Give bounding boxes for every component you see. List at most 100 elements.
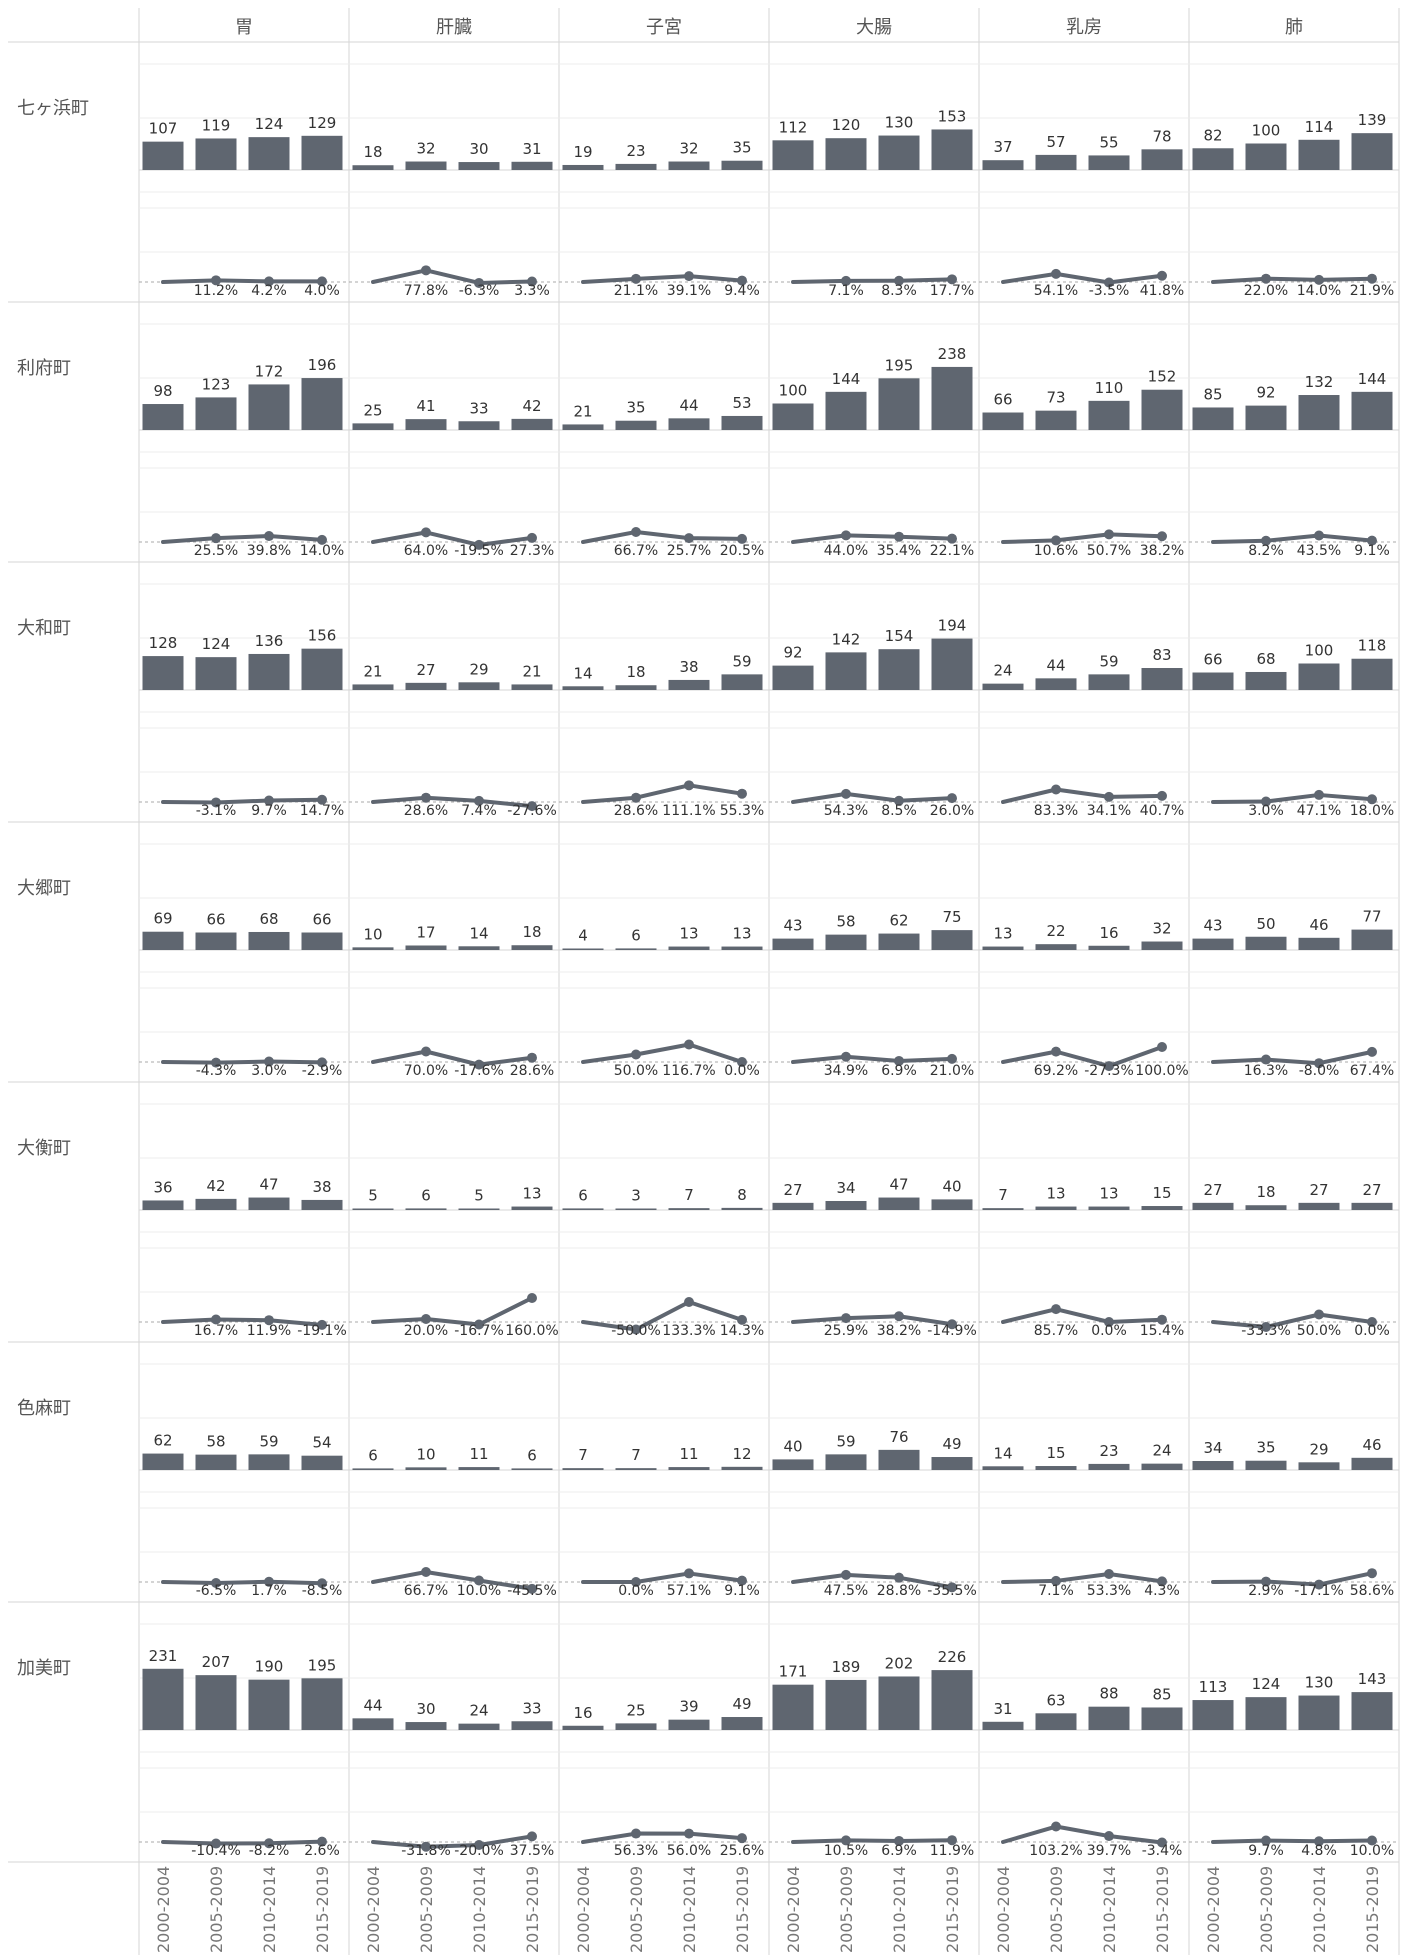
count-label: 78 — [1152, 127, 1171, 145]
pct-change-label: -16.7% — [454, 1323, 504, 1339]
pct-change-point — [264, 1056, 274, 1067]
pct-change-label: 57.1% — [667, 1583, 711, 1599]
count-bar — [195, 1454, 237, 1470]
count-label: 36 — [153, 1178, 172, 1196]
period-label: 2010-2014 — [680, 1866, 699, 1953]
count-bar — [615, 1468, 657, 1470]
count-bar — [772, 403, 814, 430]
pct-change-point — [474, 277, 484, 288]
count-bar — [1141, 149, 1183, 170]
count-bar — [825, 1679, 867, 1730]
count-label: 6 — [368, 1446, 378, 1464]
count-label: 16 — [1099, 924, 1118, 942]
count-bar — [1351, 1457, 1393, 1470]
count-bar — [1088, 1206, 1130, 1210]
pct-change-label: 100.0% — [1135, 1063, 1188, 1079]
period-label: 2000-2004 — [994, 1866, 1013, 1953]
count-bar — [982, 946, 1024, 950]
pct-change-label: 7.4% — [461, 803, 497, 819]
pct-change-label: 3.0% — [251, 1063, 287, 1079]
pct-change-point — [264, 1315, 274, 1326]
count-bar — [195, 1675, 237, 1730]
count-bar — [1351, 133, 1393, 170]
pct-change-point — [474, 1319, 484, 1330]
count-label: 21 — [573, 402, 592, 420]
count-label: 7 — [631, 1446, 641, 1464]
count-bar — [562, 948, 604, 950]
count-label: 15 — [1152, 1184, 1171, 1202]
pct-change-line — [1001, 532, 1164, 544]
count-bar — [142, 1453, 184, 1470]
count-label: 14 — [573, 664, 592, 682]
pct-change-label: -8.5% — [302, 1583, 343, 1599]
count-bar — [982, 1721, 1024, 1730]
pct-change-point — [317, 1057, 327, 1068]
count-bar — [562, 1208, 604, 1210]
count-label: 143 — [1358, 1670, 1387, 1688]
pct-change-line — [1001, 1824, 1164, 1845]
pct-change-label: 9.4% — [724, 283, 760, 299]
count-bar — [562, 1725, 604, 1730]
pct-change-label: 56.3% — [614, 1843, 658, 1859]
count-label: 132 — [1305, 373, 1334, 391]
pct-change-label: -33.3% — [1241, 1323, 1291, 1339]
count-bar — [301, 1678, 343, 1730]
count-bar — [615, 1723, 657, 1730]
count-bar — [1351, 1692, 1393, 1730]
count-bar — [352, 165, 394, 170]
count-label: 189 — [832, 1658, 861, 1676]
count-label: 83 — [1152, 646, 1171, 664]
count-label: 73 — [1046, 389, 1065, 407]
count-bar — [405, 161, 447, 170]
pct-change-label: 4.8% — [1301, 1843, 1337, 1859]
count-label: 194 — [938, 617, 967, 635]
count-label: 66 — [993, 391, 1012, 409]
pct-change-label: 39.7% — [1087, 1843, 1131, 1859]
pct-change-point — [1104, 529, 1114, 540]
count-label: 119 — [202, 116, 231, 134]
count-bar — [772, 140, 814, 170]
pct-change-point — [684, 533, 694, 544]
pct-change-point — [1157, 1042, 1167, 1052]
pct-change-line — [581, 274, 744, 284]
count-label: 44 — [363, 1696, 382, 1714]
pct-change-line — [371, 530, 534, 547]
count-label: 27 — [1309, 1181, 1328, 1199]
count-label: 29 — [1309, 1440, 1328, 1458]
count-label: 50 — [1256, 915, 1275, 933]
count-label: 31 — [522, 140, 541, 158]
count-label: 27 — [783, 1181, 802, 1199]
pct-change-point — [1367, 1046, 1377, 1057]
count-bar — [195, 138, 237, 170]
pct-change-point — [1157, 1314, 1167, 1325]
count-bar — [1192, 938, 1234, 950]
count-bar — [352, 947, 394, 950]
count-bar — [405, 419, 447, 430]
pct-change-point — [474, 1059, 484, 1070]
period-label: 2005-2009 — [417, 1866, 436, 1953]
count-bar — [1192, 1460, 1234, 1470]
pct-change-point — [317, 1578, 327, 1589]
count-label: 17 — [416, 923, 435, 941]
pct-change-point — [947, 533, 957, 544]
count-label: 226 — [938, 1648, 967, 1666]
count-label: 14 — [993, 1444, 1012, 1462]
count-label: 128 — [149, 634, 178, 652]
count-bar — [248, 931, 290, 950]
pct-change-label: 39.8% — [247, 543, 291, 559]
count-label: 82 — [1203, 126, 1222, 144]
count-label: 21 — [363, 662, 382, 680]
count-bar — [562, 686, 604, 690]
pct-change-point — [841, 1569, 851, 1580]
count-label: 4 — [578, 927, 588, 945]
count-bar — [931, 638, 973, 690]
count-bar — [142, 141, 184, 170]
pct-change-label: 77.8% — [404, 283, 448, 299]
count-bar — [931, 1670, 973, 1730]
pct-change-label: 4.0% — [304, 283, 340, 299]
count-bar — [1351, 658, 1393, 690]
count-bar — [562, 424, 604, 430]
count-label: 47 — [259, 1176, 278, 1194]
pct-change-point — [317, 794, 327, 805]
pct-change-label: 0.0% — [724, 1063, 760, 1079]
